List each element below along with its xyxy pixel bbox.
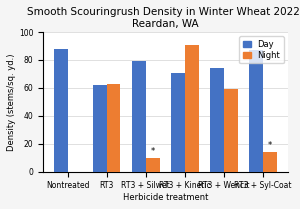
Title: Smooth Scouringrush Density in Winter Wheat 2022,
Reardan, WA: Smooth Scouringrush Density in Winter Wh…	[27, 7, 300, 29]
X-axis label: Herbicide treatment: Herbicide treatment	[123, 193, 208, 202]
Bar	[107, 84, 121, 172]
Legend: Day, Night: Day, Night	[239, 36, 284, 64]
Bar	[93, 85, 107, 172]
Bar	[224, 89, 238, 172]
Bar	[54, 49, 68, 172]
Text: *: *	[268, 141, 272, 150]
Bar	[185, 45, 199, 172]
Bar	[132, 61, 146, 172]
Bar	[171, 73, 185, 172]
Bar	[210, 68, 224, 172]
Bar	[263, 152, 277, 172]
Bar	[146, 158, 160, 172]
Bar	[249, 50, 263, 172]
Text: *: *	[151, 147, 155, 155]
Y-axis label: Density (stems/sq. yd.): Density (stems/sq. yd.)	[7, 53, 16, 150]
